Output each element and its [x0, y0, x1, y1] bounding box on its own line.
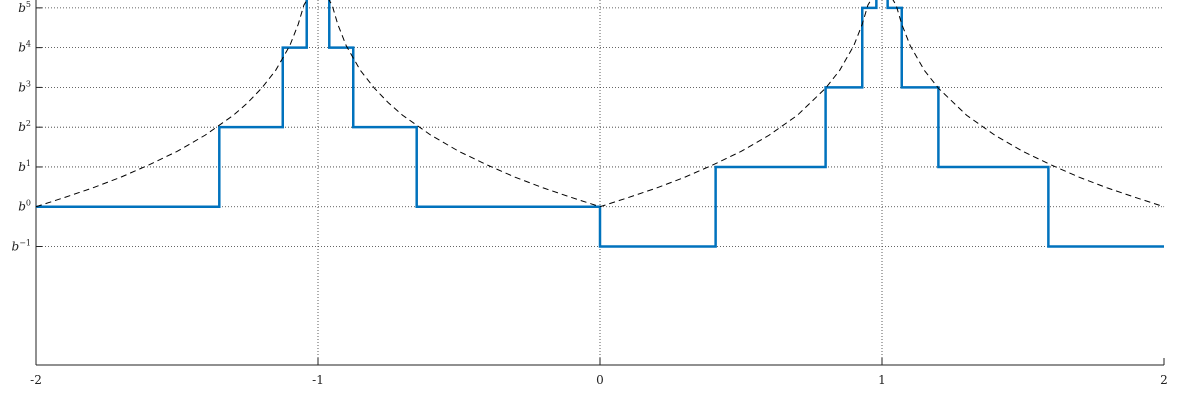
y-tick-label: b1: [18, 159, 31, 174]
x-tick-label: -2: [30, 373, 42, 387]
series-layer: [35, 0, 1165, 248]
x-tick-label: 2: [1160, 373, 1168, 387]
x-tick-label: 0: [596, 373, 604, 387]
y-tick-label: b2: [18, 119, 31, 134]
grid-lines: [36, 0, 1164, 365]
x-tick-label: 1: [878, 373, 886, 387]
dashed-curve-line: [35, 0, 1165, 208]
y-tick-label: b5: [18, 0, 31, 15]
step-series-line: [36, 0, 1164, 248]
x-tick-label: -1: [312, 373, 324, 387]
axes: [35, 0, 1165, 366]
y-tick-label: b4: [18, 40, 31, 55]
y-tick-label: b3: [18, 79, 31, 94]
tick-labels: -2 -1 0 1 2 b−1 b0 b1 b2 b3 b4 b5: [12, 0, 1168, 387]
y-tick-label: b0: [18, 199, 31, 214]
y-tick-label: b−1: [12, 239, 31, 254]
